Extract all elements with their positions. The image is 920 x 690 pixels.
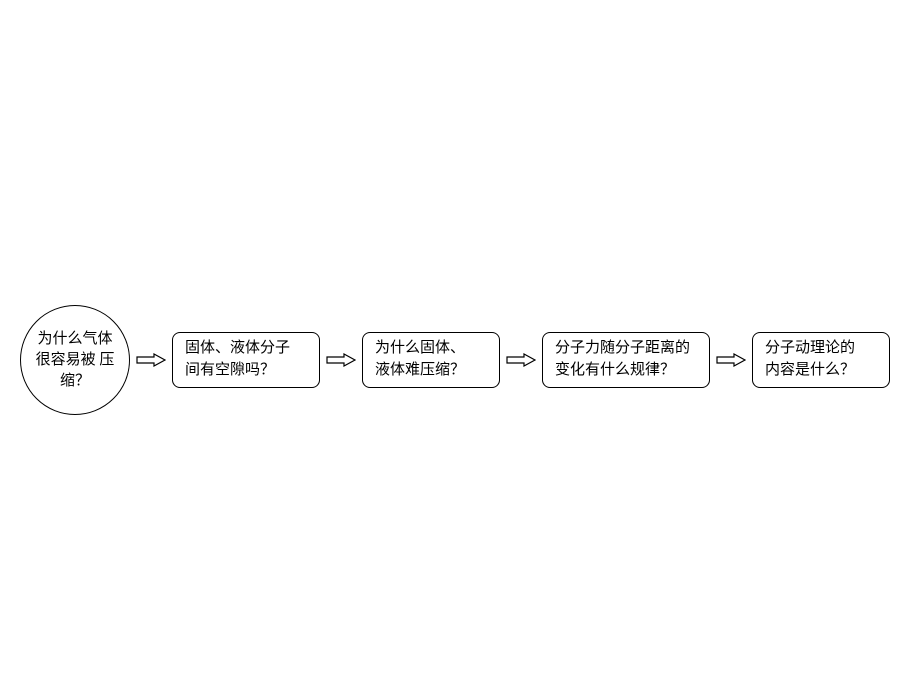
start-node-text: 为什么气体 很容易被 压缩？ <box>31 329 119 392</box>
flow-node-2-text: 为什么固体、 液体难压缩？ <box>375 338 465 382</box>
arrow-icon <box>716 353 746 367</box>
flow-node-1: 固体、液体分子 间有空隙吗？ <box>172 332 320 388</box>
flow-node-4: 分子动理论的 内容是什么？ <box>752 332 890 388</box>
flow-node-1-text: 固体、液体分子 间有空隙吗？ <box>185 338 290 382</box>
flowchart-container: 为什么气体 很容易被 压缩？ 固体、液体分子 间有空隙吗？ 为什么固体、 液体难… <box>20 305 890 415</box>
flow-node-3-text: 分子力随分子距离的 变化有什么规律？ <box>555 338 690 382</box>
flow-node-3: 分子力随分子距离的 变化有什么规律？ <box>542 332 710 388</box>
arrow-icon <box>136 353 166 367</box>
start-node: 为什么气体 很容易被 压缩？ <box>20 305 130 415</box>
arrow-icon <box>326 353 356 367</box>
flow-node-4-text: 分子动理论的 内容是什么？ <box>765 338 855 382</box>
arrow-icon <box>506 353 536 367</box>
flow-node-2: 为什么固体、 液体难压缩？ <box>362 332 500 388</box>
